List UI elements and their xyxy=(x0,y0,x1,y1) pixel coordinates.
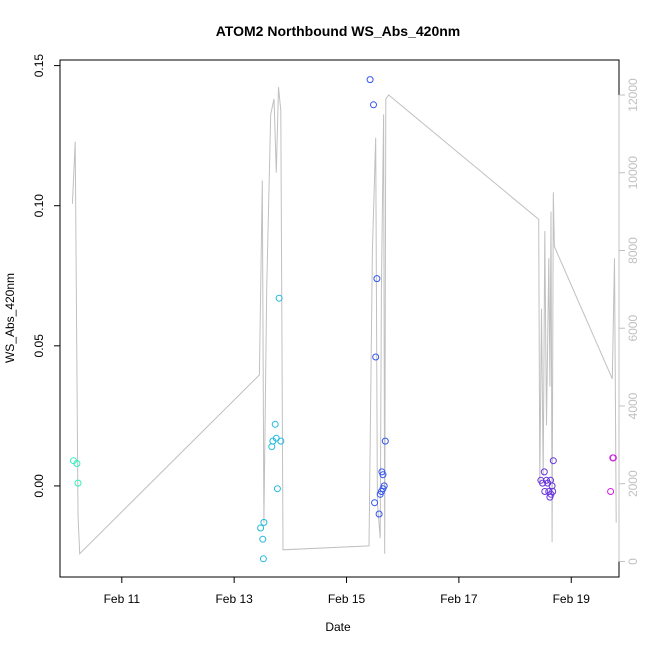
data-point xyxy=(366,76,374,84)
data-point xyxy=(277,437,285,445)
x-tick-label: Feb 11 xyxy=(104,592,141,606)
plot-frame xyxy=(59,59,620,578)
data-point xyxy=(74,479,82,487)
y2-tick-label: 2000 xyxy=(626,470,640,497)
y-tick-label: 0.05 xyxy=(32,334,46,358)
y2-tick-label: 6000 xyxy=(626,315,640,342)
data-point xyxy=(268,443,276,451)
data-point xyxy=(260,518,268,526)
y2-tick-label: 4000 xyxy=(626,392,640,419)
secondary-line-layer xyxy=(71,87,617,555)
data-point xyxy=(381,437,389,445)
data-point xyxy=(541,488,549,495)
y-tick-label: 0.10 xyxy=(32,194,46,218)
y2-tick-label: 10000 xyxy=(626,156,640,190)
data-point xyxy=(271,420,279,428)
data-point xyxy=(549,457,557,465)
data-point xyxy=(275,294,283,302)
x-tick-label: Feb 15 xyxy=(328,592,366,606)
y2-tick-label: 12000 xyxy=(626,78,640,112)
axes-layer: Feb 11 Feb 13 Feb 15 Feb 17 Feb 19 0.00 0.05 0.… xyxy=(32,54,640,606)
y-axis-label: WS_Abs_420nm xyxy=(3,273,17,363)
x-axis-label: Date xyxy=(325,620,351,634)
points-layer xyxy=(70,76,617,563)
data-point xyxy=(607,488,615,495)
data-point xyxy=(549,488,557,495)
y-tick-label: 0.00 xyxy=(32,474,46,498)
data-point xyxy=(379,471,387,479)
data-point xyxy=(375,510,383,518)
x-tick-label: Feb 17 xyxy=(440,592,478,606)
y2-tick-label: 0 xyxy=(626,558,640,565)
x-tick-label: Feb 13 xyxy=(215,592,253,606)
data-point xyxy=(540,468,548,476)
data-point xyxy=(373,275,381,283)
data-point xyxy=(370,101,377,109)
data-point xyxy=(273,485,281,493)
y-tick-label: 0.15 xyxy=(32,54,46,78)
chart-title: ATOM2 Northbound WS_Abs_420nm xyxy=(216,23,461,39)
y2-tick-label: 8000 xyxy=(626,237,640,264)
x-tick-label: Feb 19 xyxy=(553,592,591,606)
data-point xyxy=(259,535,267,543)
secondary-series-line xyxy=(71,87,617,555)
data-point xyxy=(372,353,380,361)
data-point xyxy=(371,499,379,507)
data-point xyxy=(257,524,265,532)
data-point xyxy=(73,460,81,467)
data-point xyxy=(259,555,267,563)
data-point xyxy=(380,482,388,490)
data-point xyxy=(609,454,617,462)
